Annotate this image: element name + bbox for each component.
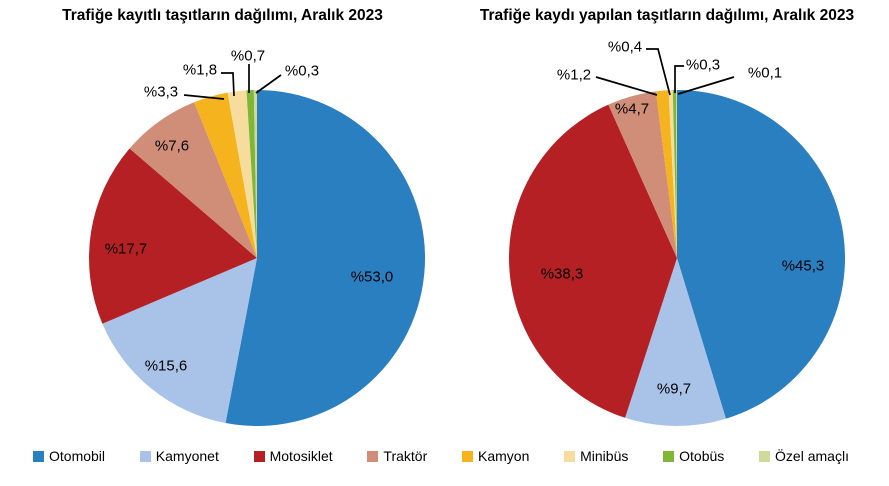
pie1-leader-line-kamyon	[183, 94, 225, 100]
legend-swatch-kamyonet	[139, 450, 151, 462]
legend-label-traktor: Traktör	[383, 448, 428, 464]
legend-swatch-kamyon	[462, 450, 473, 462]
pie1-slice-motosiklet	[89, 148, 257, 324]
legend-label-kamyon: Kamyon	[478, 448, 530, 464]
pie2-value-label-otomobil: %45,3	[782, 257, 825, 274]
pie2-leader-line-kamyon	[595, 76, 658, 96]
legend-item-traktor: Traktör	[367, 448, 427, 464]
pie1-value-label-minibus: %1,8	[183, 61, 217, 78]
pie2-value-label-minibus: %0,4	[608, 38, 642, 55]
legend-swatch-otomobil	[33, 450, 44, 462]
pie1-slice-traktor	[129, 102, 257, 258]
chart-legend: Otomobil Kamyonet Motosiklet Traktör Kamyon M…	[33, 445, 849, 467]
pie-charts-svg: %53,0%15,6%17,7%7,6%3,3%1,8%0,7%0,3%45,3…	[89, 38, 846, 427]
pie1-slice-otobus	[246, 90, 257, 258]
pie2-slice-motosiklet	[509, 104, 677, 418]
legend-swatch-otobus	[663, 450, 675, 462]
legend-item-kamyon: Kamyon	[462, 448, 529, 464]
legend-label-ozel-amacli: Özel amaçlı	[775, 448, 849, 464]
pie1-slice-kamyon	[194, 92, 257, 258]
pie1-value-label-traktor: %7,6	[155, 137, 189, 154]
pie2-slice-otobus	[672, 90, 677, 258]
pie2-leader-line-ozel-amacli	[677, 76, 735, 95]
pie1-value-label-motosiklet: %17,7	[105, 240, 148, 257]
pie2-value-label-ozel-amacli: %0,1	[748, 64, 782, 81]
pie1-value-label-ozel-amacli: %0,3	[285, 62, 319, 79]
pie1-value-label-kamyon: %3,3	[144, 83, 178, 100]
legend-item-kamyonet: Kamyonet	[139, 448, 219, 464]
legend-item-minibus: Minibüs	[564, 448, 628, 464]
pie1-slice-kamyonet	[102, 258, 258, 424]
pie1-value-label-otobus: %0,7	[231, 47, 265, 64]
legend-item-ozel-amacli: Özel amaçlı	[759, 448, 849, 464]
pie-chart-1: %53,0 %15,6 %17,7 %7,6 %3,3 %1,8 %0,7 %0,3	[89, 47, 426, 426]
pie2-value-label-traktor: %4,7	[615, 100, 649, 117]
legend-label-otomobil: Otomobil	[49, 448, 106, 464]
legend-swatch-minibus	[564, 450, 576, 462]
legend-label-kamyonet: Kamyonet	[155, 448, 219, 464]
pie1-leader-line-ozel-amacli	[255, 74, 282, 94]
pie2-slice-otomobil	[677, 90, 846, 419]
legend-label-otobus: Otobüs	[679, 448, 725, 464]
pie2-slice-minibus	[668, 90, 677, 258]
chart-title-newly-registered-vehicles: Trafiğe kaydı yapılan taşıtların dağılım…	[479, 7, 855, 24]
legend-item-otomobil: Otomobil	[33, 448, 105, 464]
pie1-slice-ozel-amacli	[253, 90, 257, 258]
pie2-slice-traktor	[608, 91, 677, 258]
legend-swatch-ozel-amacli	[759, 450, 771, 462]
chart-title-registered-vehicles: Trafiğe kayıtlı taşıtların dağılımı, Ara…	[62, 7, 383, 24]
pie1-slice-minibus	[227, 90, 257, 258]
pie2-slice-kamyonet	[625, 258, 726, 427]
legend-item-otobus: Otobüs	[663, 448, 724, 464]
pie1-slice-otomobil	[225, 89, 426, 426]
legend-label-minibus: Minibüs	[580, 448, 629, 464]
pie2-slice-kamyon	[655, 90, 677, 259]
pie1-value-label-kamyonet: %15,6	[145, 357, 188, 374]
pie2-value-label-motosiklet: %38,3	[541, 265, 584, 282]
pie2-value-label-kamyon: %1,2	[557, 66, 591, 83]
pie2-value-label-kamyonet: %9,7	[657, 380, 691, 397]
legend-item-motosiklet: Motosiklet	[253, 448, 333, 464]
legend-label-motosiklet: Motosiklet	[269, 448, 333, 464]
pie-chart-2: %45,3 %9,7 %38,3 %4,7 %1,2 %0,4 %0,3 %0,1	[509, 38, 846, 427]
legend-swatch-motosiklet	[253, 450, 265, 462]
pie1-leader-line-minibus	[221, 72, 235, 97]
legend-swatch-traktor	[367, 450, 379, 462]
pie2-leader-line-otobus	[674, 65, 684, 93]
pie1-value-label-otomobil: %53,0	[351, 268, 394, 285]
pie2-slice-ozel-amacli	[675, 89, 677, 258]
pie2-value-label-otobus: %0,3	[686, 56, 720, 73]
pie2-leader-line-minibus	[646, 48, 671, 96]
